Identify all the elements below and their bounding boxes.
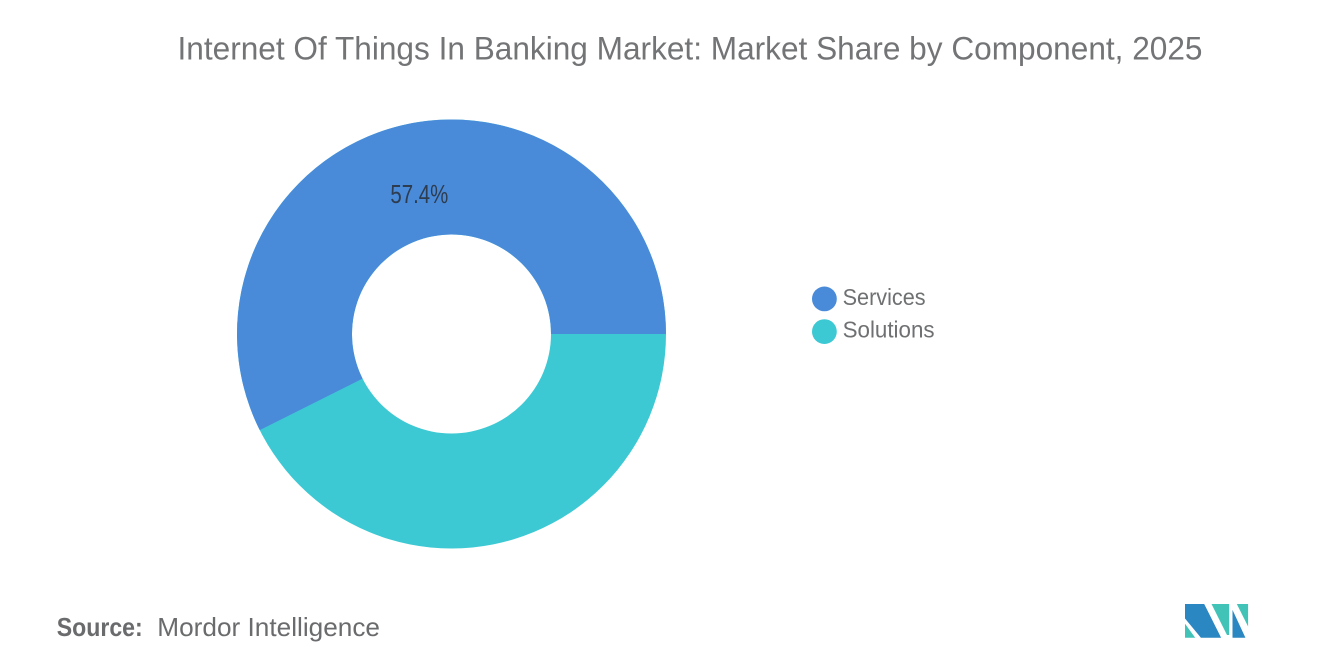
svg-text:Solutions: Solutions — [843, 317, 935, 343]
svg-text:Internet Of Things In Banking: Internet Of Things In Banking Market: Ma… — [178, 31, 1203, 67]
svg-text:Mordor Intelligence: Mordor Intelligence — [157, 612, 380, 642]
svg-text:Services: Services — [843, 284, 926, 310]
svg-text:Source:: Source: — [57, 612, 143, 642]
svg-text:57.4%: 57.4% — [390, 179, 448, 209]
